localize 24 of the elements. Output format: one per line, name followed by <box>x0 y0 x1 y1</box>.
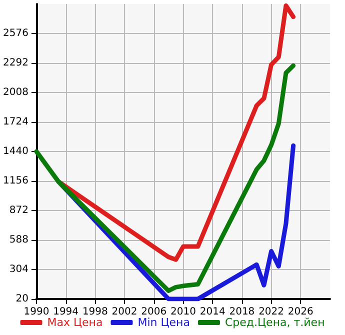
line-series <box>34 63 296 294</box>
y-tick-label: 1724 <box>2 116 28 128</box>
x-tick-label: 2022 <box>258 306 284 318</box>
y-tick-label: 1440 <box>2 146 28 157</box>
legend-label: Max Цена <box>47 316 103 329</box>
y-tick-label: 2576 <box>2 28 28 39</box>
y-tick-label: 1156 <box>2 176 28 186</box>
x-tick-label: 1990 <box>24 306 50 318</box>
x-tick-label: 2006 <box>141 306 167 318</box>
y-tick-label: 872 <box>9 205 28 216</box>
y-tick-label: 304 <box>9 264 28 275</box>
x-tick-label: 2018 <box>229 306 255 318</box>
x-tick-label: 1998 <box>82 306 108 318</box>
x-tick-label: 2026 <box>288 306 314 318</box>
x-tick-label: 1994 <box>53 306 79 318</box>
y-tick-label: 588 <box>9 234 28 246</box>
x-tick-label: 2002 <box>112 306 138 318</box>
legend-label: Min Цена <box>138 316 190 329</box>
y-tick-label: 20 <box>16 294 28 304</box>
legend-label: Сред.Цена, т.йен <box>224 316 325 329</box>
y-tick-label: 2008 <box>2 87 28 98</box>
x-tick-label: 2010 <box>170 306 196 318</box>
x-tick-label: 2014 <box>200 306 226 318</box>
y-tick-label: 2292 <box>2 58 28 68</box>
